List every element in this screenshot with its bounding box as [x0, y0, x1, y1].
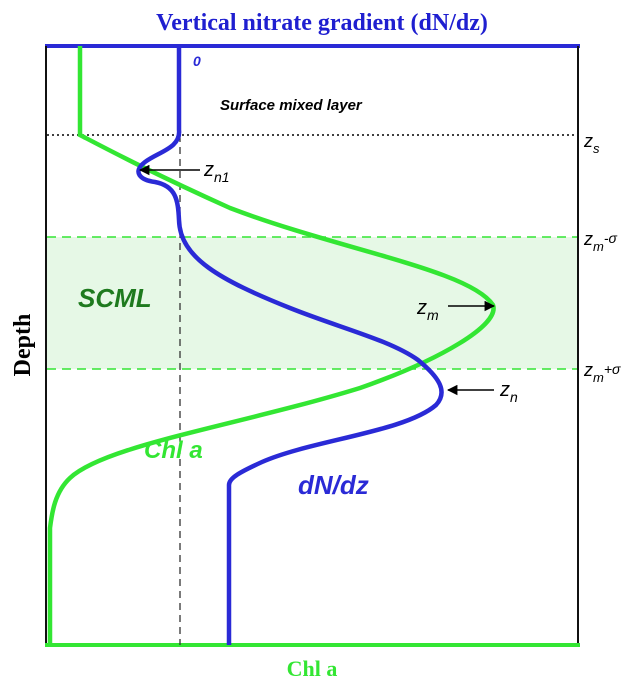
- figure-title: Vertical nitrate gradient (dN/dz): [156, 10, 488, 36]
- zn1-marker: zn1: [203, 159, 230, 185]
- zm-marker: zm: [416, 297, 439, 323]
- zm-plus-sigma-marker: zm+σ: [583, 360, 621, 385]
- dndz-curve: [136, 46, 444, 645]
- zm-minus-sigma-marker: zm-σ: [583, 229, 618, 254]
- top-axis-zero-label: 0: [193, 53, 201, 69]
- dndz-curve-label: dN/dz: [298, 470, 369, 500]
- scml-label: SCML: [78, 283, 152, 313]
- x-axis-label: Chl a: [287, 656, 338, 681]
- zn-marker: zn: [499, 379, 518, 405]
- surface-mixed-layer-label: Surface mixed layer: [220, 97, 363, 114]
- zs-marker: zs: [583, 131, 600, 156]
- y-axis-label: Depth: [10, 314, 36, 377]
- chl-a-curve: [47, 46, 496, 645]
- chl-a-curve-label: Chl a: [144, 437, 203, 464]
